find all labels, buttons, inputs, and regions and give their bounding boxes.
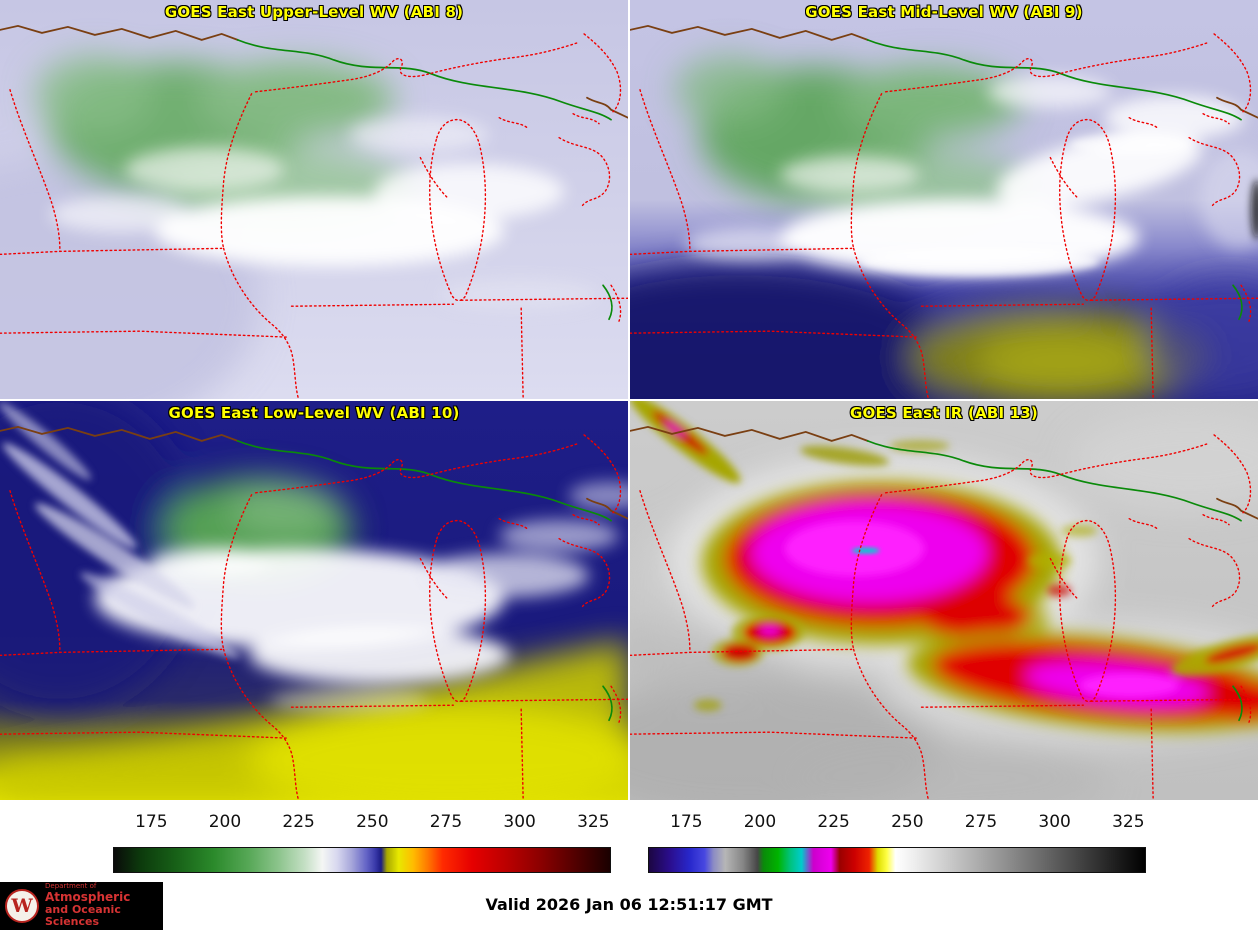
colorbar-tick-label: 275 xyxy=(429,812,463,832)
wv-colorbar: 175 200 225 250 275 300 325 xyxy=(113,810,611,876)
colorbar-tick-label: 175 xyxy=(135,812,168,832)
ir-colorbar: 175 200 225 250 275 300 325 xyxy=(648,810,1146,876)
uw-crest-icon: W xyxy=(5,889,39,923)
logo-line-2: Atmospheric xyxy=(45,890,131,905)
logo-line-3: and Oceanic Sciences xyxy=(45,903,121,929)
colorbar-tick-label: 200 xyxy=(208,812,242,832)
colorbar-section: 175 200 225 250 275 300 325 175 200 225 250 275 300… xyxy=(0,800,1258,882)
satellite-image-upper-wv xyxy=(0,0,628,399)
colorbar-tick-label: 250 xyxy=(356,812,389,832)
panel-ir: GOES East IR (ABI 13) xyxy=(630,401,1258,800)
colorbar-tick-label: 325 xyxy=(577,812,610,832)
colorbar-tick-label: 325 xyxy=(1112,812,1145,832)
satellite-image-ir xyxy=(630,401,1258,800)
panel-mid-level-wv: GOES East Mid-Level WV (ABI 9) xyxy=(630,0,1258,399)
panel-low-level-wv: GOES East Low-Level WV (ABI 10) xyxy=(0,401,628,800)
colorbar-tick-label: 275 xyxy=(964,812,998,832)
crest-letter: W xyxy=(11,894,33,917)
colorbar-tick-label: 300 xyxy=(1038,812,1071,832)
colorbar-tick-label: 225 xyxy=(817,812,850,832)
colorbar-tick-label: 225 xyxy=(282,812,315,832)
wv-colorbar-gradient xyxy=(113,847,611,873)
colorbar-tick-label: 250 xyxy=(891,812,924,832)
logo-line-1: Department of xyxy=(45,882,97,891)
valid-timestamp: Valid 2026 Jan 06 12:51:17 GMT xyxy=(485,895,773,914)
colorbar-tick-label: 300 xyxy=(503,812,536,832)
wv-colorbar-tick-row: 175 200 225 250 275 300 325 xyxy=(113,810,611,838)
colorbar-tick-label: 200 xyxy=(743,812,777,832)
panel-grid: GOES East Upper-Level WV (ABI 8) xyxy=(0,0,1258,800)
ir-colorbar-gradient xyxy=(648,847,1146,873)
satellite-image-mid-wv xyxy=(630,0,1258,399)
uw-aos-logo: W Department of Atmospheric and Oceanic … xyxy=(0,882,163,930)
panel-upper-level-wv: GOES East Upper-Level WV (ABI 8) xyxy=(0,0,628,399)
satellite-image-low-wv xyxy=(0,401,628,800)
ir-colorbar-tick-row: 175 200 225 250 275 300 325 xyxy=(648,810,1146,838)
colorbar-tick-label: 175 xyxy=(670,812,703,832)
logo-text: Department of Atmospheric and Oceanic Sc… xyxy=(45,883,163,928)
footer: W Department of Atmospheric and Oceanic … xyxy=(0,882,1258,930)
